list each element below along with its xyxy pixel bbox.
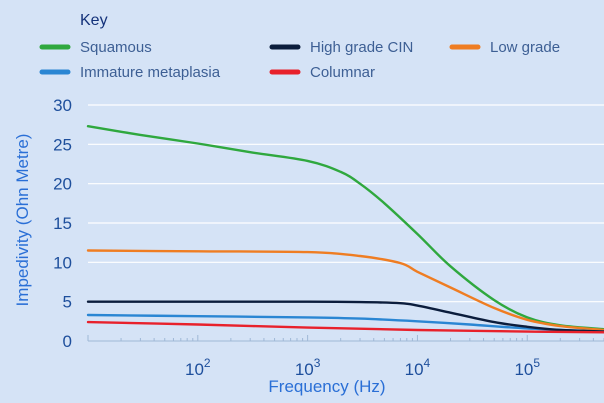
- y-tick-label-6: 30: [53, 96, 72, 115]
- y-tick-label-5: 25: [53, 135, 72, 154]
- y-tick-label-4: 20: [53, 175, 72, 194]
- x-tick-label-1: 103: [295, 356, 321, 379]
- series-line-immature-metaplasia: [86, 313, 604, 333]
- legend-item-columnar: Columnar: [269, 64, 375, 81]
- legend-item-squamous: Squamous: [39, 39, 152, 56]
- legend-label-columnar: Columnar: [310, 64, 375, 81]
- x-tick-label-3: 105: [514, 356, 540, 379]
- series-line-low-grade: [86, 249, 604, 332]
- series-line-high-grade-cin: [86, 300, 604, 333]
- y-axis-title: Impedivity (Ohn Metre): [13, 134, 32, 307]
- x-axis-title: Frequency (Hz): [268, 377, 385, 396]
- gridlines: [88, 104, 604, 303]
- x-tick-label-0: 102: [185, 356, 211, 379]
- series-line-squamous: [86, 125, 604, 331]
- legend-item-low-grade: Low grade: [449, 39, 560, 56]
- legend-item-high-grade-cin: High grade CIN: [269, 39, 413, 56]
- legend-label-immature-metaplasia: Immature metaplasia: [80, 64, 221, 81]
- legend-label-high-grade-cin: High grade CIN: [310, 39, 413, 56]
- y-tick-label-1: 5: [63, 293, 72, 312]
- x-tick-label-2: 104: [405, 356, 431, 379]
- y-axis-ticks: 0 5 10 15 20 25 30: [53, 96, 72, 351]
- series-lines: [86, 125, 604, 334]
- y-tick-label-0: 0: [63, 332, 72, 351]
- legend-item-immature-metaplasia: Immature metaplasia: [39, 64, 221, 81]
- series-line-columnar: [86, 320, 604, 334]
- x-axis-minor-ticks: [87, 335, 604, 341]
- y-tick-label-3: 15: [53, 214, 72, 233]
- legend-label-squamous: Squamous: [80, 39, 152, 56]
- legend-label-low-grade: Low grade: [490, 39, 560, 56]
- y-tick-label-2: 10: [53, 253, 72, 272]
- x-axis-ticks: 102 103 104 105: [185, 356, 540, 379]
- legend-title: Key: [80, 12, 108, 29]
